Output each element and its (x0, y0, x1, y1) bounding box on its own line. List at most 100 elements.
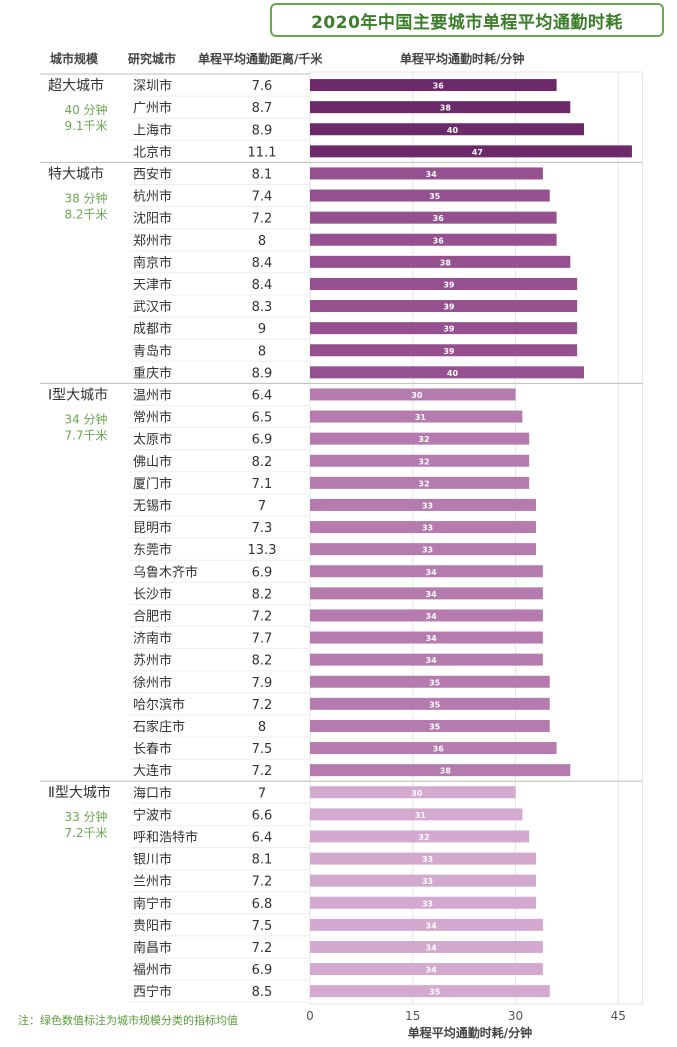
x-tick-label: 30 (508, 1009, 523, 1023)
distance-value: 8.4 (252, 278, 273, 293)
bar (310, 609, 543, 622)
city-label: 海口市 (133, 785, 172, 801)
bar-value-label: 47 (472, 148, 483, 157)
distance-value: 7.6 (252, 79, 273, 94)
bar (310, 852, 537, 865)
city-label: 青岛市 (133, 343, 172, 359)
bar (310, 211, 557, 224)
bar-value-label: 40 (447, 369, 459, 378)
city-label: 昆明市 (133, 520, 172, 536)
distance-value: 7.2 (252, 764, 273, 779)
group-name: Ⅱ型大城市 (48, 784, 111, 801)
bar-value-label: 32 (418, 833, 429, 842)
city-label: 武汉市 (133, 299, 172, 315)
city-label: 重庆市 (133, 365, 172, 381)
distance-value: 6.4 (252, 388, 273, 403)
bar-value-label: 38 (440, 767, 452, 776)
bar-value-label: 32 (418, 479, 429, 488)
bar (310, 874, 537, 887)
bar (310, 808, 523, 821)
bar (310, 344, 578, 357)
bar (310, 189, 550, 202)
distance-value: 8.1 (252, 167, 273, 182)
bar-value-label: 33 (422, 877, 433, 886)
x-tick-label: 45 (611, 1009, 626, 1023)
city-label: 石家庄市 (133, 719, 185, 735)
group-avg-distance: 7.2千米 (64, 826, 107, 840)
distance-value: 7.2 (252, 875, 273, 890)
bar (310, 233, 557, 246)
group-name: 超大城市 (48, 77, 104, 94)
bar-value-label: 36 (433, 745, 445, 754)
bar (310, 388, 516, 401)
bar-value-label: 40 (447, 126, 459, 135)
city-label: 南京市 (133, 255, 172, 271)
header-category: 城市规模 (50, 52, 99, 66)
distance-value: 8.5 (252, 985, 273, 1000)
bar-value-label: 35 (429, 988, 441, 997)
group-avg-distance: 7.7千米 (64, 428, 107, 442)
bar-value-label: 32 (418, 435, 429, 444)
group-avg-time: 40 分钟 (64, 102, 107, 117)
bar (310, 432, 530, 445)
bar (310, 587, 543, 600)
distance-value: 6.9 (252, 963, 273, 978)
distance-value: 6.5 (252, 411, 273, 426)
bar-value-label: 34 (426, 590, 438, 599)
bar-value-label: 35 (429, 678, 441, 687)
bar-value-label: 33 (422, 546, 433, 555)
bar (310, 366, 584, 379)
bar-value-label: 35 (429, 722, 441, 731)
distance-value: 7.2 (252, 941, 273, 956)
bar-value-label: 34 (426, 170, 438, 179)
bar-value-label: 36 (433, 82, 445, 91)
city-label: 乌鲁木齐市 (133, 564, 198, 580)
city-label: 徐州市 (133, 675, 172, 691)
bar-value-label: 32 (418, 457, 429, 466)
bar (310, 742, 557, 755)
x-axis-label: 单程平均通勤时耗/分钟 (408, 1025, 532, 1040)
distance-value: 8.9 (252, 366, 273, 381)
bar (310, 653, 543, 666)
header-distance: 单程平均通勤距离/千米 (198, 52, 323, 66)
chart-title: 2020年中国主要城市单程平均通勤时耗 (270, 3, 664, 37)
bar (310, 255, 571, 268)
city-label: 宁波市 (133, 807, 172, 823)
bar (310, 322, 578, 335)
distance-value: 13.3 (248, 543, 277, 558)
distance-value: 7.5 (252, 742, 273, 757)
group-name: 特大城市 (48, 165, 104, 182)
city-label: 哈尔滨市 (133, 697, 185, 713)
bar (310, 985, 550, 998)
city-label: 大连市 (133, 763, 172, 779)
distance-value: 9 (258, 322, 266, 337)
bar (310, 543, 537, 556)
bar-value-label: 34 (426, 634, 438, 643)
city-label: 南昌市 (133, 940, 172, 956)
bar-value-label: 34 (426, 656, 438, 665)
distance-value: 7.4 (252, 190, 273, 205)
bar-value-label: 38 (440, 104, 452, 113)
city-label: 上海市 (133, 122, 172, 138)
city-label: 常州市 (133, 410, 172, 426)
city-label: 苏州市 (133, 653, 172, 669)
distance-value: 8.3 (252, 300, 273, 315)
bar-value-label: 35 (429, 192, 441, 201)
city-label: 合肥市 (133, 608, 172, 624)
city-label: 无锡市 (133, 498, 172, 514)
bar (310, 101, 571, 114)
bar (310, 277, 578, 290)
bar (310, 918, 543, 931)
bar-value-label: 39 (443, 280, 455, 289)
city-label: 东莞市 (133, 542, 172, 558)
bar-value-label: 33 (422, 855, 433, 864)
distance-value: 6.8 (252, 897, 273, 912)
bar-value-label: 31 (415, 413, 427, 422)
bar (310, 167, 543, 180)
group-avg-distance: 9.1千米 (64, 119, 107, 133)
bar-value-label: 34 (426, 568, 438, 577)
distance-value: 8.2 (252, 587, 273, 602)
header-time: 单程平均通勤时耗/分钟 (400, 52, 525, 66)
distance-value: 6.9 (252, 565, 273, 580)
